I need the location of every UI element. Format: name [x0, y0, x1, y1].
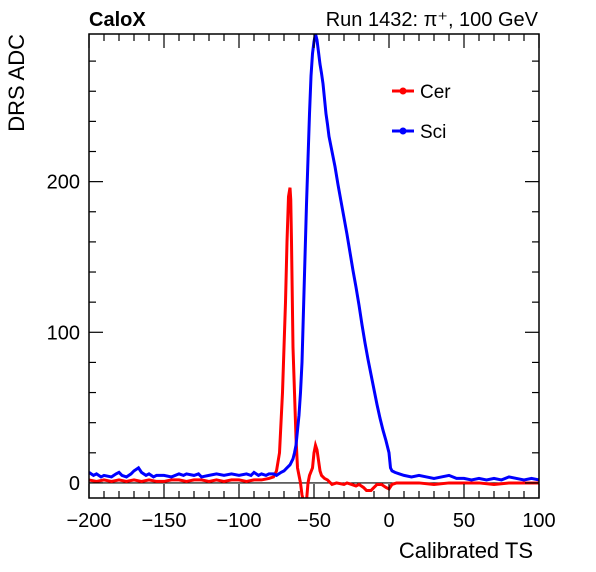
x-tick-label: 100 [522, 510, 555, 532]
series-line-cer [89, 187, 539, 498]
x-axis-title: Calibrated TS [399, 538, 533, 563]
x-tick-label: −150 [141, 510, 186, 532]
experiment-label: CaloX [89, 9, 146, 31]
x-tick-label: 50 [453, 510, 475, 532]
legend-entry-cer: Cer [392, 82, 451, 103]
x-tick-label: −50 [297, 510, 331, 532]
y-tick-label: 100 [47, 322, 80, 344]
x-tick-label: −200 [66, 510, 111, 532]
legend: Cer Sci [392, 82, 451, 143]
run-info-label: Run 1432: π⁺, 100 GeV [326, 9, 539, 31]
legend-marker-sci [399, 127, 407, 135]
x-tick-label: −100 [216, 510, 261, 532]
y-tick-label: 200 [47, 172, 80, 194]
x-tick-label: 0 [383, 510, 394, 532]
plot-frame [88, 33, 540, 499]
legend-label-sci: Sci [420, 122, 446, 143]
legend-label-cer: Cer [420, 82, 451, 103]
y-tick-label: 0 [69, 473, 80, 495]
y-axis-title: DRS ADC [4, 34, 29, 132]
legend-entry-sci: Sci [392, 122, 446, 143]
y-axis: 0 100 200 [47, 60, 539, 495]
series-layer [89, 34, 539, 498]
x-axis: −200 −150 −100 −50 0 50 100 [66, 34, 556, 532]
series-line-sci [89, 34, 539, 482]
legend-marker-cer [399, 87, 407, 95]
